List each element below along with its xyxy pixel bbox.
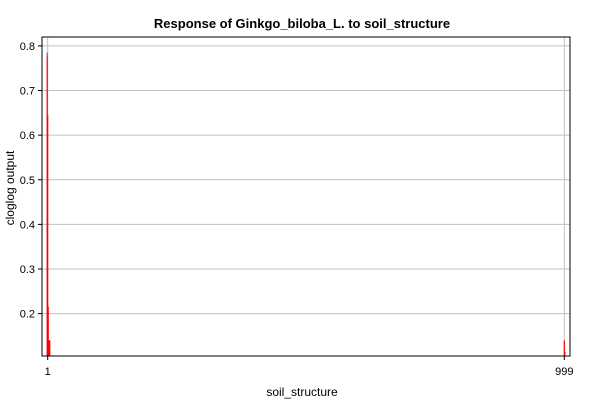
bar — [563, 340, 565, 356]
bar — [47, 115, 49, 356]
bar — [47, 306, 49, 356]
y-tick-label: 0.7 — [20, 86, 35, 98]
plot-frame — [41, 36, 571, 357]
grid-lines — [42, 37, 570, 356]
y-tick-label: 0.2 — [20, 309, 35, 321]
y-tick-label: 0.5 — [20, 175, 35, 187]
chart-title: Response of Ginkgo_biloba_L. to soil_str… — [154, 16, 450, 31]
y-axis-label: cloglog output — [3, 150, 17, 225]
x-tick-label: 999 — [555, 366, 573, 378]
bar — [564, 351, 566, 356]
y-tick-label: 0.8 — [20, 41, 35, 53]
y-tick-label: 0.3 — [20, 264, 35, 276]
bar-highlight — [46, 52, 48, 57]
y-axis-ticks: 0.2 0.3 0.4 0.5 0.6 0.7 0.8 — [20, 41, 42, 321]
y-tick-label: 0.6 — [20, 130, 35, 142]
x-axis-ticks: 1 999 — [45, 356, 573, 378]
x-axis-label: soil_structure — [266, 385, 338, 399]
bars — [46, 52, 566, 356]
bar — [49, 340, 51, 356]
y-tick-label: 0.4 — [20, 219, 35, 231]
x-tick-label: 1 — [45, 366, 51, 378]
